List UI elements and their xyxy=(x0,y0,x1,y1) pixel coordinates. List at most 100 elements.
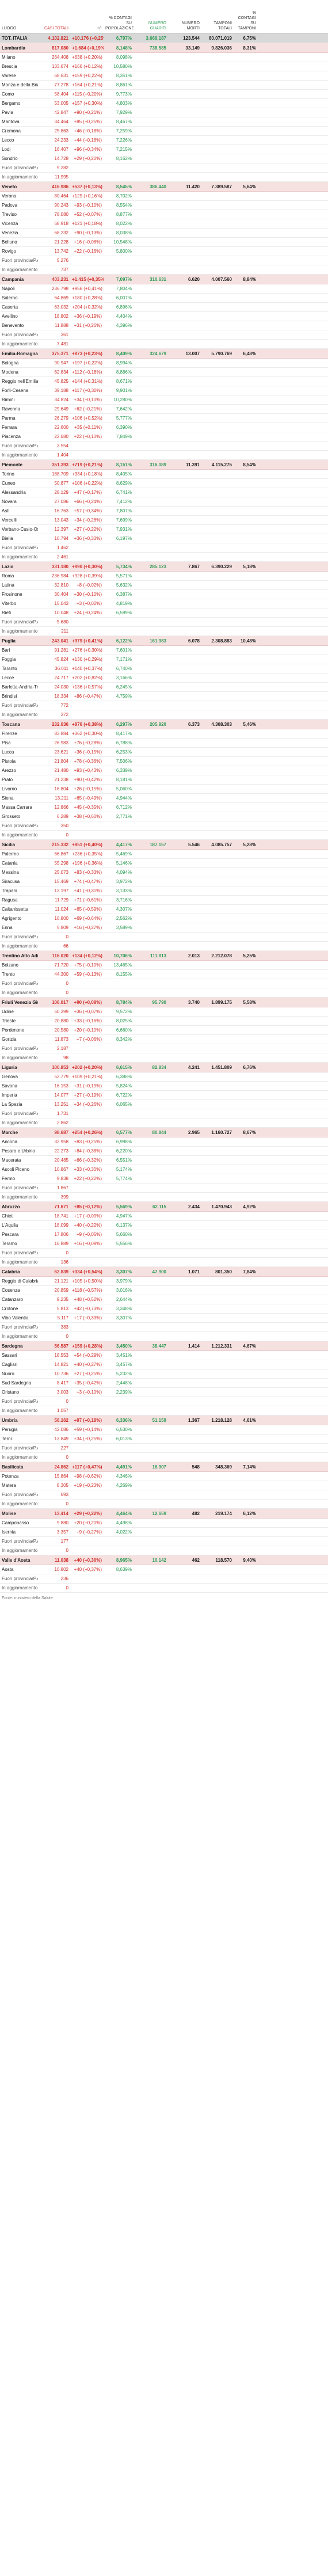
row-rate: 5,469% xyxy=(104,849,134,859)
row-spacer xyxy=(258,339,291,349)
row-swabs xyxy=(201,543,234,553)
header-deaths[interactable]: NUMERO MORTI xyxy=(168,0,201,33)
row-spacer xyxy=(258,1118,291,1128)
table-row: La Spezia 13.251 +34 (+0,26%) 6,065% xyxy=(0,1099,328,1109)
row-swabs xyxy=(201,1165,234,1174)
row-cases: 133.674 xyxy=(38,62,70,71)
row-rate: 8,639% xyxy=(104,1565,134,1574)
row-deaths xyxy=(168,117,201,127)
row-spacer xyxy=(291,1583,328,1593)
row-deaths xyxy=(168,682,201,692)
row-spacer xyxy=(291,608,328,618)
row-swabs xyxy=(201,367,234,377)
row-rate: 6,253% xyxy=(104,747,134,757)
row-place: Pisa xyxy=(0,738,38,748)
row-spacer xyxy=(291,1025,328,1035)
row-place: In aggiornamento xyxy=(0,265,38,275)
row-healed: 316.089 xyxy=(134,459,168,470)
row-spacer xyxy=(258,867,291,877)
table-row: Livorno 16.804 +26 (+0,15%) 5,060% xyxy=(0,784,328,794)
row-healed xyxy=(134,802,168,812)
row-spacer xyxy=(258,265,291,275)
row-cases: 236.798 xyxy=(38,284,70,294)
row-rate: 8,702% xyxy=(104,191,134,201)
row-spacer xyxy=(291,1490,328,1500)
row-deaths xyxy=(168,80,201,90)
row-healed xyxy=(134,413,168,423)
row-cases: 77.278 xyxy=(38,80,70,90)
header-rate[interactable]: % CONTAGI SU POPOLAZIONE xyxy=(104,0,134,33)
row-spacer xyxy=(291,979,328,988)
row-healed xyxy=(134,376,168,386)
row-swabs xyxy=(201,71,234,81)
row-spacer xyxy=(291,812,328,821)
header-healed[interactable]: NUMERO GUARITI xyxy=(134,0,168,33)
row-rate xyxy=(104,330,134,340)
row-spacer xyxy=(291,673,328,683)
row-rate: 6,336% xyxy=(104,1415,134,1425)
row-rate: 5,174% xyxy=(104,1165,134,1174)
row-healed: 324.679 xyxy=(134,348,168,359)
row-swabs-positivity xyxy=(234,608,258,618)
row-spacer xyxy=(291,441,328,451)
table-row: Lodi 16.407 +96 (+0,34%) 7,215% xyxy=(0,144,328,154)
row-swabs xyxy=(201,1146,234,1156)
row-place: In aggiornamento xyxy=(0,988,38,998)
row-swabs xyxy=(201,534,234,543)
row-place: Forlì-Cesena xyxy=(0,386,38,395)
row-swabs-positivity xyxy=(234,1583,258,1593)
row-rate: 7,259% xyxy=(104,126,134,136)
table-row: Fuori provincia/P.A. 236 xyxy=(0,1574,328,1584)
row-rate: 7,097% xyxy=(104,274,134,284)
row-place: Brescia xyxy=(0,62,38,71)
row-variation: +17 (+0,09%) xyxy=(70,1211,104,1221)
row-variation xyxy=(70,941,104,951)
row-swabs-positivity xyxy=(234,1081,258,1091)
row-swabs xyxy=(201,246,234,256)
row-cases: 62.839 xyxy=(38,1266,70,1277)
row-healed xyxy=(134,71,168,81)
header-place[interactable]: LUOGO xyxy=(0,0,38,33)
row-cases: 21.804 xyxy=(38,756,70,766)
row-healed xyxy=(134,1230,168,1239)
header-cases[interactable]: CASI TOTALI xyxy=(38,0,70,33)
row-healed: 285.123 xyxy=(134,561,168,572)
row-place: Oristano xyxy=(0,1387,38,1397)
row-variation: +31 (+0,19%) xyxy=(70,1081,104,1091)
row-rate: 6,197% xyxy=(104,534,134,543)
header-swabs[interactable]: TAMPONI TOTALI xyxy=(201,0,234,33)
row-spacer xyxy=(258,839,291,850)
row-rate: 2,239% xyxy=(104,1387,134,1397)
row-place: Umbria xyxy=(0,1415,38,1425)
row-variation: +36 (+0,15%) xyxy=(70,747,104,757)
row-spacer xyxy=(258,729,291,739)
table-row: Macerata 20.485 +66 (+0,32%) 6,551% xyxy=(0,1155,328,1165)
table-row: Roma 236.984 +928 (+0,39%) 5,571% xyxy=(0,571,328,581)
row-spacer xyxy=(291,1555,328,1565)
row-rate: 6,530% xyxy=(104,1425,134,1435)
row-healed xyxy=(134,367,168,377)
row-rate: 5,734% xyxy=(104,561,134,572)
row-deaths xyxy=(168,1146,201,1156)
header-swabs-positivity[interactable]: % CONTAGI SU TAMPONI xyxy=(234,0,258,33)
row-variation: +159 (+0,22%) xyxy=(70,71,104,81)
row-spacer xyxy=(291,1072,328,1082)
header-variation[interactable]: +/- xyxy=(70,0,104,33)
row-variation: +16 (+0,09%) xyxy=(70,1239,104,1249)
row-spacer xyxy=(258,1183,291,1193)
row-cases: 136 xyxy=(38,1257,70,1267)
row-swabs xyxy=(201,135,234,145)
row-variation: +74 (+0,47%) xyxy=(70,877,104,886)
row-deaths xyxy=(168,1331,201,1341)
table-row: Caltanissetta 11.024 +65 (+0,59%) 4,307% xyxy=(0,904,328,914)
row-place: Biella xyxy=(0,534,38,543)
table-row: In aggiornamento 98 xyxy=(0,1053,328,1063)
row-place: Novara xyxy=(0,497,38,507)
row-healed: 62.115 xyxy=(134,1201,168,1212)
row-spacer xyxy=(291,1276,328,1286)
row-swabs xyxy=(201,895,234,905)
row-deaths xyxy=(168,1118,201,1128)
table-row: Rovigo 13.742 +22 (+0,16%) 5,800% xyxy=(0,246,328,256)
row-place: In aggiornamento xyxy=(0,626,38,636)
